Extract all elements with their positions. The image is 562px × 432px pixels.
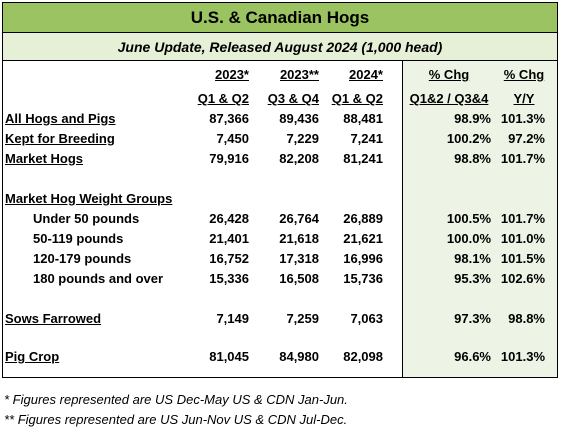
table-cell: 7,063: [350, 311, 383, 326]
table-cell: 98.9%: [454, 111, 491, 126]
table-cell: 15,736: [343, 271, 383, 286]
table-cell: 101.5%: [500, 251, 545, 266]
table-cell: 21,621: [343, 231, 383, 246]
table-cell: 96.6%: [454, 349, 491, 364]
table-cell: 7,229: [286, 131, 319, 146]
header-2023-h2-year: 2023**: [279, 67, 319, 82]
table-cell: 7,241: [350, 131, 383, 146]
row-label-pig-crop: Pig Crop: [5, 349, 60, 364]
row-label-50-119: 50-119 pounds: [33, 231, 124, 246]
header-qq-period: Q1&2 / Q3&4: [409, 91, 489, 106]
row-label-kept-for-breeding: Kept for Breeding: [5, 131, 115, 146]
table-cell: 101.0%: [500, 231, 545, 246]
row-label-all-hogs: All Hogs and Pigs: [5, 111, 116, 126]
table-cell: 81,045: [209, 349, 249, 364]
table-cell: 16,996: [343, 251, 383, 266]
table-cell: 97.2%: [508, 131, 545, 146]
row-label-market-hogs: Market Hogs: [5, 151, 84, 166]
table-cell: 98.1%: [454, 251, 491, 266]
table-cell: 82,208: [279, 151, 319, 166]
table-cell: 26,428: [209, 211, 249, 226]
table-cell: 97.3%: [454, 311, 491, 326]
table-cell: 15,336: [209, 271, 249, 286]
table-cell: 82,098: [343, 349, 383, 364]
table-cell: 98.8%: [508, 311, 545, 326]
table-cell: 87,366: [209, 111, 249, 126]
row-label-180-over: 180 pounds and over: [33, 271, 164, 286]
table-cell: 101.7%: [500, 151, 545, 166]
table-cell: 84,980: [279, 349, 319, 364]
footnote-double-asterisk: ** Figures represented are US Jun-Nov US…: [4, 412, 348, 427]
row-label-sows-farrowed: Sows Farrowed: [5, 311, 102, 326]
table-cell: 95.3%: [454, 271, 491, 286]
row-label-120-179: 120-179 pounds: [33, 251, 132, 266]
table-cell: 101.3%: [500, 349, 545, 364]
row-label-under-50: Under 50 pounds: [33, 211, 140, 226]
table-cell: 16,508: [279, 271, 319, 286]
table-cell: 101.3%: [500, 111, 545, 126]
row-label-weight-groups: Market Hog Weight Groups: [5, 191, 173, 206]
table-cell: 88,481: [343, 111, 383, 126]
table-cell: 21,618: [279, 231, 319, 246]
table-cell: 26,764: [279, 211, 319, 226]
table-cell: 100.5%: [446, 211, 491, 226]
table-cell: 26,889: [343, 211, 383, 226]
table-cell: 16,752: [209, 251, 249, 266]
header-pct-chg-yy: % Chg: [503, 67, 545, 82]
table-cell: 101.7%: [500, 211, 545, 226]
header-yy-period: Y/Y: [513, 91, 535, 106]
table-cell: 102.6%: [500, 271, 545, 286]
table-cell: 100.2%: [446, 131, 491, 146]
header-2024-quarters: Q1 & Q2: [331, 91, 383, 106]
header-2023-h2-quarters: Q3 & Q4: [267, 91, 319, 106]
hogs-table: U.S. & Canadian Hogs June Update, Releas…: [2, 2, 558, 378]
table-cell: 89,436: [279, 111, 319, 126]
table-cell: 21,401: [209, 231, 249, 246]
table-cell: 98.8%: [454, 151, 491, 166]
table-cell: 100.0%: [446, 231, 491, 246]
header-2023-h1-year: 2023*: [215, 67, 249, 82]
table-cell: 7,149: [216, 311, 249, 326]
percent-change-panel: [402, 61, 557, 377]
footnote-single-asterisk: * Figures represented are US Dec-May US …: [4, 392, 348, 407]
table-subtitle: June Update, Released August 2024 (1,000…: [3, 33, 557, 61]
header-2023-h1-quarters: Q1 & Q2: [197, 91, 249, 106]
table-title: U.S. & Canadian Hogs: [3, 3, 557, 33]
table-cell: 17,318: [279, 251, 319, 266]
header-2024-year: 2024*: [349, 67, 383, 82]
table-cell: 81,241: [343, 151, 383, 166]
table-cell: 79,916: [209, 151, 249, 166]
header-pct-chg-qq: % Chg: [428, 67, 470, 82]
table-cell: 7,259: [286, 311, 319, 326]
table-cell: 7,450: [216, 131, 249, 146]
